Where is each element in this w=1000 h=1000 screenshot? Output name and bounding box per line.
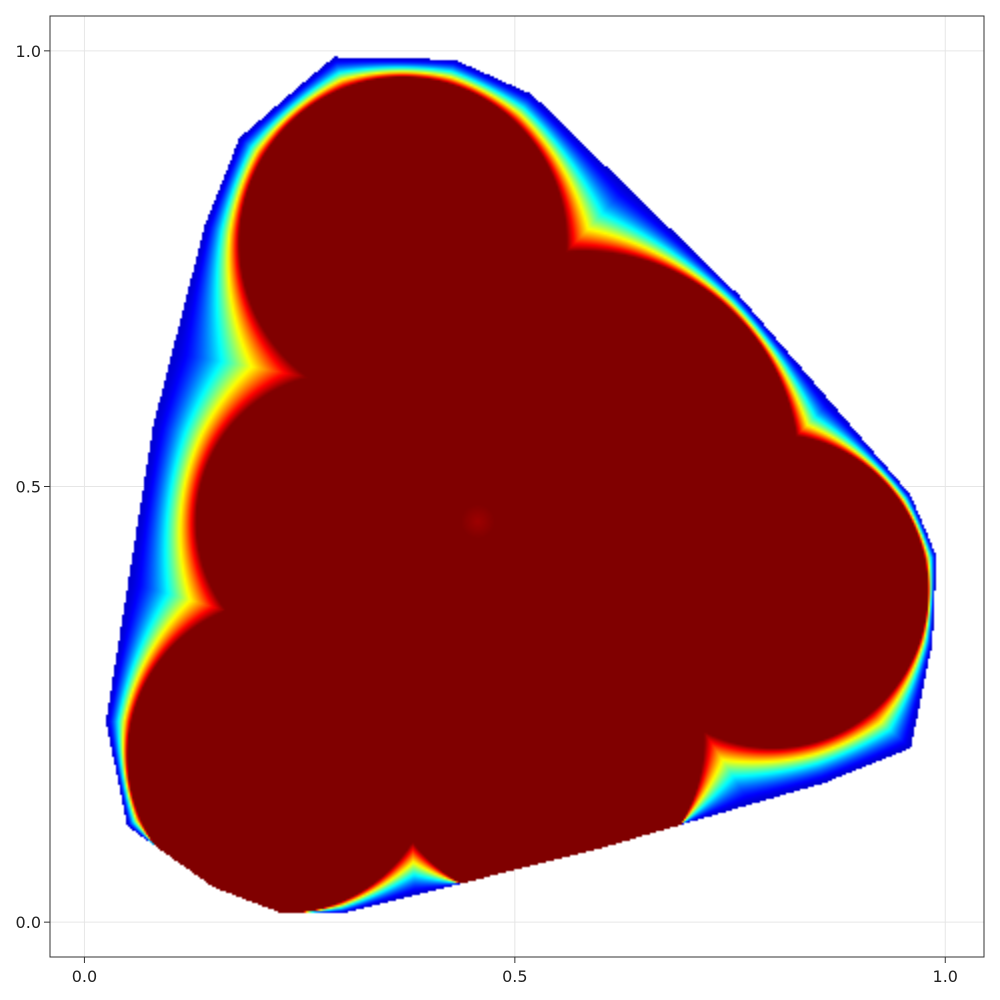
y-tick-label: 1.0: [16, 42, 41, 61]
y-tick-label: 0.0: [16, 913, 41, 932]
x-tick-label: 0.5: [502, 967, 527, 986]
x-tick-label: 1.0: [933, 967, 958, 986]
x-tick-label: 0.0: [72, 967, 97, 986]
axes: 0.0 0.5 1.0 0.0 0.5 1.0: [16, 42, 958, 986]
heatmap-field: [50, 16, 984, 957]
y-tick-label: 0.5: [16, 478, 41, 497]
